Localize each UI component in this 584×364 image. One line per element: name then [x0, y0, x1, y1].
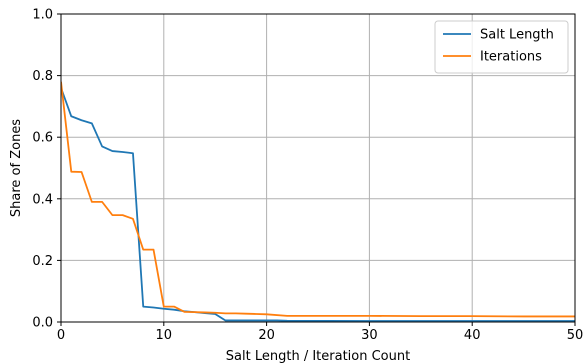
legend-label: Salt Length [480, 28, 554, 43]
plot-frame [60, 13, 576, 323]
x-tick-label: 10 [156, 328, 173, 343]
series-line-1 [61, 81, 575, 318]
x-tick-label: 30 [361, 328, 378, 343]
y-tick-label: 0.4 [32, 192, 53, 207]
y-tick-label: 0.6 [32, 131, 53, 146]
x-tick-label: 50 [567, 328, 584, 343]
y-tick-label: 0.0 [32, 316, 53, 331]
axis-ticks: 0 10 20 30 40 50 0.0 0.2 0.4 0.6 0.8 1.0 [32, 8, 583, 344]
y-tick-label: 0.8 [32, 69, 53, 84]
y-tick-label: 1.0 [32, 8, 53, 23]
x-tick-label: 0 [57, 328, 65, 343]
series-lines [61, 81, 575, 322]
y-tick-label: 0.2 [32, 254, 53, 269]
y-axis-label: Share of Zones [9, 119, 24, 217]
x-axis-label: Salt Length / Iteration Count [226, 349, 410, 364]
legend: Salt Length Iterations [434, 20, 569, 74]
x-tick-label: 40 [464, 328, 481, 343]
x-tick-label: 20 [258, 328, 275, 343]
legend-label: Iterations [480, 50, 542, 65]
